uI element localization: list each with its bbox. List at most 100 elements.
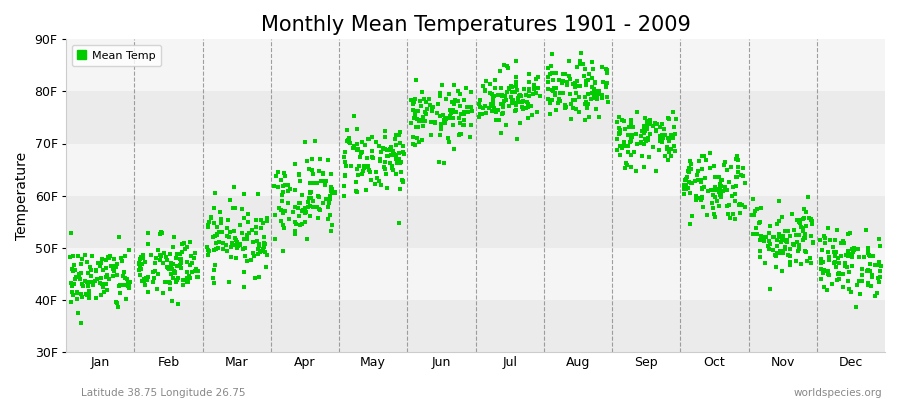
Point: [389, 132, 403, 138]
Point: [560, 78, 574, 85]
Point: [752, 220, 766, 227]
Point: [150, 271, 165, 277]
Point: [845, 245, 859, 252]
Point: [770, 221, 784, 228]
Point: [393, 169, 408, 175]
Point: [159, 257, 174, 264]
Point: [850, 282, 864, 288]
Point: [667, 143, 681, 150]
Point: [798, 248, 813, 255]
Point: [420, 106, 435, 112]
Point: [156, 290, 170, 296]
Point: [86, 282, 101, 288]
Point: [698, 184, 712, 190]
Point: [408, 96, 422, 102]
Point: [287, 161, 302, 168]
Point: [600, 94, 615, 100]
Point: [141, 241, 156, 248]
Point: [587, 91, 601, 98]
Point: [319, 196, 333, 203]
Point: [479, 77, 493, 84]
Point: [612, 131, 626, 138]
Point: [760, 242, 775, 249]
Bar: [66, 300, 885, 352]
Point: [464, 108, 479, 114]
Point: [508, 89, 523, 96]
Point: [625, 138, 639, 144]
Point: [813, 236, 827, 243]
Point: [378, 128, 392, 134]
Point: [804, 216, 818, 222]
Point: [653, 138, 668, 144]
Point: [814, 247, 829, 253]
Point: [418, 111, 433, 118]
Point: [724, 164, 738, 170]
Point: [486, 99, 500, 105]
Point: [683, 190, 698, 196]
Point: [804, 232, 818, 239]
Point: [636, 123, 651, 129]
Point: [119, 296, 133, 302]
Point: [680, 174, 694, 180]
Point: [708, 186, 723, 192]
Point: [278, 182, 293, 188]
Point: [736, 164, 751, 171]
Point: [203, 214, 218, 220]
Point: [624, 152, 638, 158]
Point: [829, 264, 843, 271]
Point: [720, 202, 734, 209]
Point: [431, 159, 446, 165]
Point: [610, 118, 625, 125]
Point: [240, 232, 255, 238]
Point: [489, 108, 503, 114]
Point: [368, 168, 382, 175]
Point: [822, 257, 836, 263]
Point: [300, 236, 314, 242]
Point: [774, 239, 788, 246]
Point: [576, 61, 590, 67]
Point: [580, 91, 595, 97]
Point: [254, 225, 268, 232]
Point: [210, 224, 224, 230]
Point: [837, 260, 851, 266]
Point: [666, 135, 680, 142]
Point: [612, 130, 626, 136]
Point: [806, 239, 820, 246]
Point: [861, 245, 876, 252]
Point: [389, 153, 403, 159]
Point: [845, 254, 859, 260]
Point: [157, 260, 171, 266]
Point: [733, 210, 747, 216]
Point: [418, 109, 432, 116]
Point: [479, 110, 493, 116]
Point: [99, 265, 113, 271]
Point: [433, 93, 447, 99]
Point: [76, 280, 90, 287]
Point: [680, 186, 694, 192]
Point: [678, 177, 692, 184]
Point: [874, 263, 888, 270]
Point: [428, 120, 442, 126]
Point: [587, 86, 601, 92]
Point: [783, 246, 797, 252]
Point: [832, 276, 846, 282]
Point: [83, 264, 97, 270]
Point: [137, 278, 151, 284]
Point: [706, 204, 721, 211]
Point: [474, 111, 489, 117]
Point: [855, 271, 869, 278]
Point: [425, 108, 439, 114]
Point: [733, 201, 747, 207]
Point: [541, 65, 555, 71]
Point: [313, 207, 328, 214]
Point: [359, 187, 374, 193]
Point: [862, 261, 877, 268]
Point: [547, 90, 562, 96]
Point: [393, 140, 408, 146]
Point: [640, 122, 654, 129]
Point: [763, 241, 778, 247]
Point: [168, 255, 183, 261]
Point: [292, 213, 306, 219]
Point: [206, 274, 220, 281]
Point: [253, 249, 267, 256]
